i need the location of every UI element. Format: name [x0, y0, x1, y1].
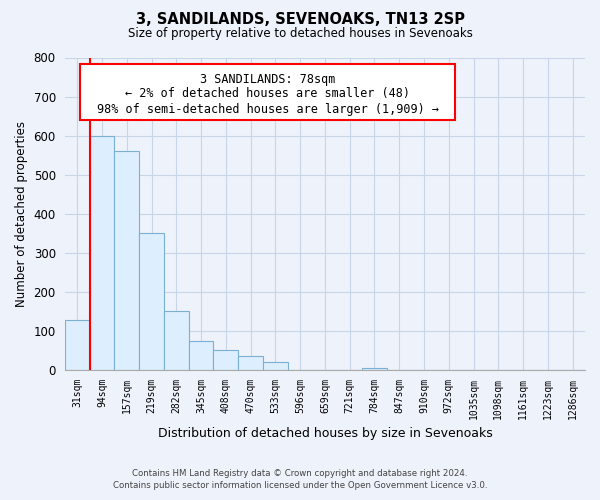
Bar: [164, 312, 188, 370]
Text: 3, SANDILANDS, SEVENOAKS, TN13 2SP: 3, SANDILANDS, SEVENOAKS, TN13 2SP: [136, 12, 464, 28]
Bar: [188, 340, 214, 370]
X-axis label: Distribution of detached houses by size in Sevenoaks: Distribution of detached houses by size …: [158, 427, 492, 440]
Bar: [263, 362, 288, 370]
Bar: [362, 368, 387, 370]
Bar: [238, 356, 263, 370]
Text: Contains HM Land Registry data © Crown copyright and database right 2024.
Contai: Contains HM Land Registry data © Crown c…: [113, 468, 487, 490]
Bar: [214, 350, 238, 370]
FancyBboxPatch shape: [80, 64, 455, 120]
Text: 3 SANDILANDS: 78sqm: 3 SANDILANDS: 78sqm: [200, 73, 335, 86]
Y-axis label: Number of detached properties: Number of detached properties: [15, 120, 28, 306]
Text: Size of property relative to detached houses in Sevenoaks: Size of property relative to detached ho…: [128, 28, 472, 40]
Bar: [65, 320, 89, 370]
Bar: [139, 233, 164, 370]
Text: 98% of semi-detached houses are larger (1,909) →: 98% of semi-detached houses are larger (…: [97, 103, 439, 116]
Text: ← 2% of detached houses are smaller (48): ← 2% of detached houses are smaller (48): [125, 87, 410, 100]
Bar: [115, 151, 139, 370]
Bar: [89, 136, 115, 370]
